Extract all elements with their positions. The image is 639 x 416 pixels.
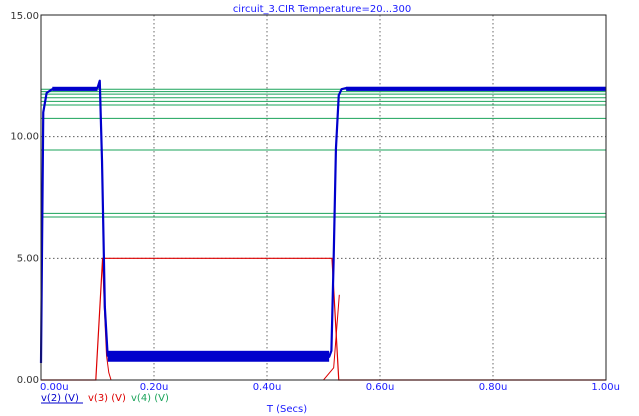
x-axis-label: T (Secs)	[266, 404, 307, 415]
x-tick-label: 0.00u	[40, 382, 69, 393]
series-layer	[39, 79, 606, 381]
series-v2-trace	[107, 350, 330, 362]
y-tick-label: 5.00	[17, 253, 39, 264]
series-v2-trace	[346, 86, 606, 91]
legend: v(2) (V) v(3) (V) v(4) (V)	[41, 393, 169, 404]
legend-entry: v(2) (V)	[41, 393, 79, 404]
x-tick-label: 0.40u	[253, 382, 282, 393]
plot-frame	[40, 14, 607, 381]
legend-entry: v(3) (V)	[88, 393, 126, 404]
y-tick-label: 10.00	[10, 132, 39, 143]
y-tick-label: 15.00	[10, 11, 39, 22]
x-tick-label: 0.80u	[479, 382, 508, 393]
x-tick-label: 0.60u	[366, 382, 395, 393]
chart-title: circuit_3.CIR Temperature=20...300	[233, 4, 411, 15]
y-tick-label: 0.00	[17, 375, 39, 386]
legend-entry: v(4) (V)	[131, 393, 169, 404]
series-v2-trace	[52, 86, 98, 91]
grid	[41, 15, 606, 380]
x-tick-label: 0.20u	[140, 382, 169, 393]
x-tick-label: 1.00u	[591, 382, 620, 393]
series-v2-trace	[39, 79, 606, 363]
y-tick-labels: 0.00 5.00 10.00 15.00	[10, 11, 39, 386]
x-tick-labels: 0.00u 0.20u 0.40u 0.60u 0.80u 1.00u	[40, 382, 620, 393]
